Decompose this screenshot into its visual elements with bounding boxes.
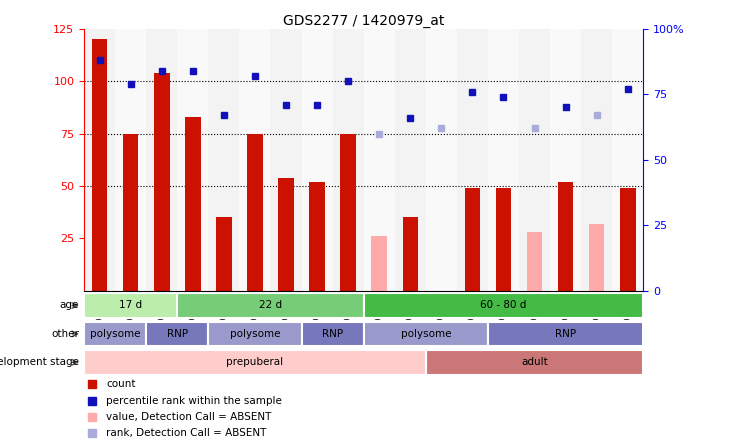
Text: 60 - 80 d: 60 - 80 d: [480, 301, 526, 310]
Bar: [239, 29, 270, 291]
Bar: [185, 117, 200, 291]
Bar: [527, 232, 542, 291]
Bar: [425, 350, 643, 375]
Bar: [301, 321, 363, 346]
Text: polysome: polysome: [230, 329, 280, 339]
Bar: [488, 321, 643, 346]
Text: 17 d: 17 d: [119, 301, 143, 310]
Bar: [146, 29, 177, 291]
Bar: [177, 293, 363, 318]
Text: count: count: [107, 380, 136, 389]
Bar: [488, 29, 519, 291]
Bar: [123, 134, 138, 291]
Bar: [403, 218, 418, 291]
Bar: [341, 134, 356, 291]
Bar: [279, 178, 294, 291]
Bar: [154, 73, 170, 291]
Bar: [309, 182, 325, 291]
Bar: [333, 29, 363, 291]
Bar: [589, 224, 605, 291]
Bar: [84, 350, 425, 375]
Bar: [363, 321, 488, 346]
Bar: [465, 188, 480, 291]
Bar: [425, 29, 457, 291]
Bar: [84, 321, 146, 346]
Text: prepuberal: prepuberal: [227, 357, 284, 367]
Bar: [612, 29, 643, 291]
Bar: [371, 236, 387, 291]
Text: value, Detection Call = ABSENT: value, Detection Call = ABSENT: [107, 412, 272, 422]
Bar: [216, 218, 232, 291]
Bar: [208, 321, 301, 346]
Bar: [620, 188, 635, 291]
Text: rank, Detection Call = ABSENT: rank, Detection Call = ABSENT: [107, 428, 267, 438]
Text: RNP: RNP: [555, 329, 576, 339]
Bar: [84, 293, 177, 318]
Bar: [550, 29, 581, 291]
Bar: [84, 29, 115, 291]
Text: polysome: polysome: [401, 329, 451, 339]
Bar: [581, 29, 612, 291]
Bar: [115, 29, 146, 291]
Bar: [208, 29, 239, 291]
Bar: [519, 29, 550, 291]
Text: development stage: development stage: [0, 357, 79, 367]
Text: RNP: RNP: [167, 329, 188, 339]
Bar: [395, 29, 425, 291]
Text: age: age: [59, 301, 79, 310]
Bar: [363, 29, 395, 291]
Text: polysome: polysome: [90, 329, 140, 339]
Bar: [247, 134, 262, 291]
Title: GDS2277 / 1420979_at: GDS2277 / 1420979_at: [283, 14, 444, 28]
Bar: [457, 29, 488, 291]
Bar: [363, 293, 643, 318]
Text: percentile rank within the sample: percentile rank within the sample: [107, 396, 282, 406]
Text: 22 d: 22 d: [259, 301, 282, 310]
Bar: [146, 321, 208, 346]
Bar: [177, 29, 208, 291]
Bar: [301, 29, 333, 291]
Text: RNP: RNP: [322, 329, 343, 339]
Bar: [558, 182, 573, 291]
Bar: [92, 40, 107, 291]
Text: other: other: [51, 329, 79, 339]
Bar: [496, 188, 511, 291]
Bar: [270, 29, 301, 291]
Text: adult: adult: [521, 357, 548, 367]
